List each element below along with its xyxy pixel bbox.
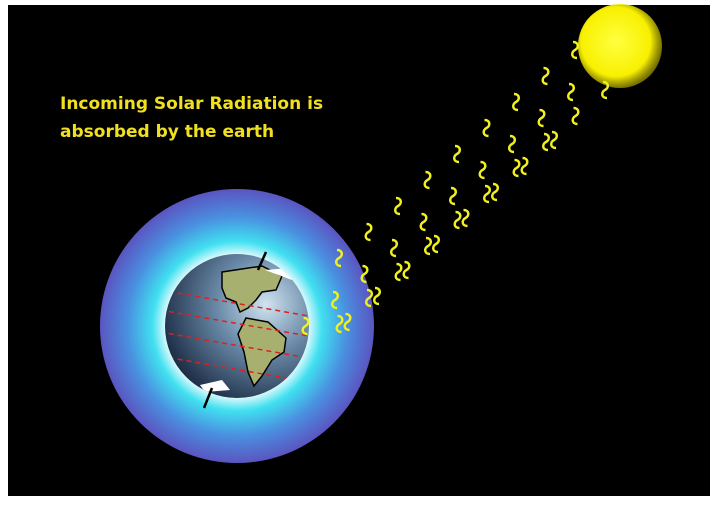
radiation	[301, 40, 609, 336]
ray-wave	[537, 108, 546, 128]
caption-line: absorbed by the earth	[60, 122, 274, 142]
ray-wave	[373, 286, 381, 306]
ray-wave	[335, 248, 343, 268]
ray-wave	[453, 210, 462, 230]
ray-wave	[402, 260, 411, 280]
ray-wave	[343, 312, 352, 332]
ice	[200, 380, 230, 392]
ray-wave	[364, 222, 373, 242]
ray-wave	[331, 290, 339, 310]
ray-wave	[567, 82, 575, 102]
sun	[578, 4, 662, 88]
axis	[202, 387, 214, 409]
ray-wave	[449, 186, 457, 206]
ray-wave	[512, 158, 521, 178]
ray-wave	[424, 236, 432, 256]
ray-wave	[482, 118, 491, 138]
ray-wave	[423, 170, 432, 190]
ray-wave	[483, 184, 491, 204]
ray-wave	[478, 160, 487, 180]
ray-wave	[571, 40, 579, 60]
ray-wave	[301, 316, 310, 336]
ray-wave	[601, 80, 609, 100]
ray-wave	[419, 212, 428, 232]
ray-wave	[335, 314, 344, 334]
ray-wave	[360, 264, 369, 284]
ray-wave	[508, 134, 516, 154]
ray-wave	[453, 144, 461, 164]
ray-wave	[394, 196, 402, 216]
axis	[256, 251, 268, 271]
ray-wave	[550, 130, 558, 150]
ray-wave	[432, 234, 440, 254]
ray-wave	[520, 156, 529, 176]
ray-wave	[390, 238, 398, 258]
ray-wave	[542, 132, 550, 152]
ray-wave	[541, 66, 550, 86]
ray-wave	[365, 288, 373, 308]
ray-wave	[571, 106, 580, 126]
ray-wave	[461, 208, 470, 228]
ray-wave	[491, 182, 499, 202]
ray-wave	[512, 92, 520, 112]
caption-line: Incoming Solar Radiation is	[60, 94, 323, 114]
ray-wave	[394, 262, 403, 282]
